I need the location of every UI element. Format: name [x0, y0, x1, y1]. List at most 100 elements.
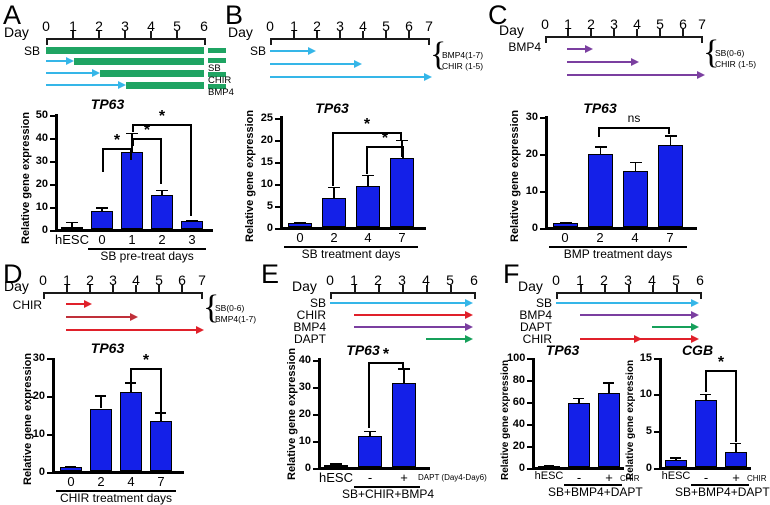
- tick-label: 0: [326, 272, 334, 288]
- treatment-arrow-head: [84, 299, 92, 308]
- chart-panel-b: TP63 Relative gene expression 0 5 10 15 …: [222, 100, 462, 261]
- bar-1: [121, 151, 143, 229]
- chart-title: TP63: [315, 100, 349, 116]
- x-axis: [659, 467, 751, 470]
- tick-label: 7: [198, 272, 206, 288]
- tick-label: 5: [382, 18, 390, 34]
- tick-label: 2: [374, 272, 382, 288]
- y-tick: [527, 424, 532, 426]
- bar-minus: [568, 403, 590, 467]
- error-bar: [705, 393, 707, 401]
- x-tick-label-plus: +: [400, 470, 408, 485]
- y-tick-label: 100: [507, 352, 526, 364]
- tick-label: 7: [698, 16, 706, 32]
- y-tick-label: 20: [512, 440, 525, 452]
- bar-0: [91, 211, 113, 229]
- pretreat-arrow: [46, 60, 68, 62]
- error-cap: [126, 132, 138, 135]
- error-cap: [396, 139, 408, 142]
- sig-star: *: [143, 122, 151, 139]
- treatment-arrow-head: [308, 46, 316, 55]
- x-axis: [532, 467, 624, 470]
- bar-2: [322, 198, 346, 227]
- tick: [604, 285, 606, 292]
- brace-icon: {: [203, 289, 220, 326]
- y-tick-label: 0: [266, 222, 273, 234]
- panel-b-timeline: Day SB 0 1 2 3 4 5 6 7 { BMP4(1-7) CHIR …: [222, 0, 483, 88]
- panel-a-timeline: Day SB 0 1 2 3 4 5 6 SB: [0, 0, 250, 98]
- panel-f: F Day SB BMP4 DAPT CHIR 0 1 2 3 4 5 6 TP…: [500, 258, 770, 500]
- x-group-line: [549, 246, 687, 248]
- bar-7: [150, 420, 172, 471]
- y-axis: [532, 358, 535, 469]
- chart-panel-e: TP63 Relative gene expression 0 10 20 30…: [258, 342, 508, 501]
- treatment-arrow-head-mid: [634, 334, 642, 343]
- error-bar: [599, 146, 602, 154]
- y-tick: [313, 360, 318, 362]
- legend-label-bmp4: BMP4: [208, 87, 234, 98]
- bar-plus: [598, 392, 620, 467]
- tick: [158, 285, 160, 292]
- treatment-arrow-bmp4: [580, 314, 693, 316]
- y-tick: [654, 468, 659, 470]
- x-tick-label: 7: [157, 474, 165, 489]
- error-cap: [603, 382, 614, 384]
- y-axis: [318, 358, 321, 469]
- y-tick-label: 10: [298, 435, 311, 447]
- y-tick-label: 0: [518, 462, 525, 474]
- y-tick: [47, 472, 52, 474]
- tick-label: 4: [633, 16, 641, 32]
- x-tick-label: 0: [98, 232, 106, 247]
- error-cap: [156, 189, 168, 192]
- y-tick: [540, 117, 545, 119]
- row-label-dapt: DAPT: [519, 320, 552, 334]
- x-group-label: SB+BMP4+DAPT: [675, 485, 770, 499]
- treatment-arrow-head: [465, 310, 473, 319]
- error-bar: [401, 139, 403, 158]
- panel-c-letter: C: [488, 0, 508, 30]
- treatment-arrow-head: [196, 325, 204, 334]
- tick: [293, 31, 295, 38]
- error-cap: [398, 368, 410, 370]
- error-cap: [664, 135, 677, 137]
- bar-plus: [725, 452, 747, 467]
- x-group-line: [354, 486, 420, 488]
- treatment-arrow-head: [631, 57, 639, 66]
- brace-icon: {: [703, 34, 720, 71]
- x-tick-label-minus: -: [367, 470, 373, 485]
- treatment-arrow-head: [424, 72, 432, 81]
- treatment-arrow-head: [691, 322, 699, 331]
- treatment-arrow-head: [465, 298, 473, 307]
- y-tick: [527, 402, 532, 404]
- error-cap: [65, 466, 76, 468]
- sig-star: *: [381, 130, 389, 147]
- y-axis: [280, 116, 283, 229]
- day-label: Day: [228, 24, 253, 40]
- y-tick-label: 40: [512, 418, 525, 430]
- timeline-axis: [43, 292, 203, 294]
- chart-panel-d: TP63 Relative gene expression 0 10 20 30…: [0, 340, 245, 505]
- tick: [580, 285, 582, 292]
- sig-ns-label: ns: [627, 111, 641, 125]
- side-note-chir: CHIR: [747, 474, 767, 483]
- x-tick-label: 4: [127, 474, 135, 489]
- x-group-line: [691, 484, 749, 486]
- tick-label: 3: [624, 272, 632, 288]
- y-tick-label: 10: [35, 201, 48, 213]
- y-tick-label: 25: [260, 112, 273, 124]
- y-tick: [275, 228, 280, 230]
- y-tick-label: 20: [260, 134, 273, 146]
- brace-label-sb: SB(0-6): [215, 303, 245, 313]
- error-cap: [544, 464, 554, 467]
- tick-label: 3: [121, 18, 129, 34]
- legend-label-chir: CHIR: [208, 75, 232, 86]
- y-tick: [275, 184, 280, 186]
- error-cap: [328, 186, 340, 189]
- bar-hesc: [665, 459, 687, 467]
- tick-label: 1: [69, 18, 77, 34]
- tick: [339, 31, 341, 38]
- tick: [659, 29, 661, 36]
- error-cap: [330, 463, 342, 465]
- panel-d-timeline: Day CHIR 0 1 2 3 4 5 6 7 { SB(0-6) BMP4(…: [0, 258, 256, 340]
- error-bar: [130, 382, 132, 393]
